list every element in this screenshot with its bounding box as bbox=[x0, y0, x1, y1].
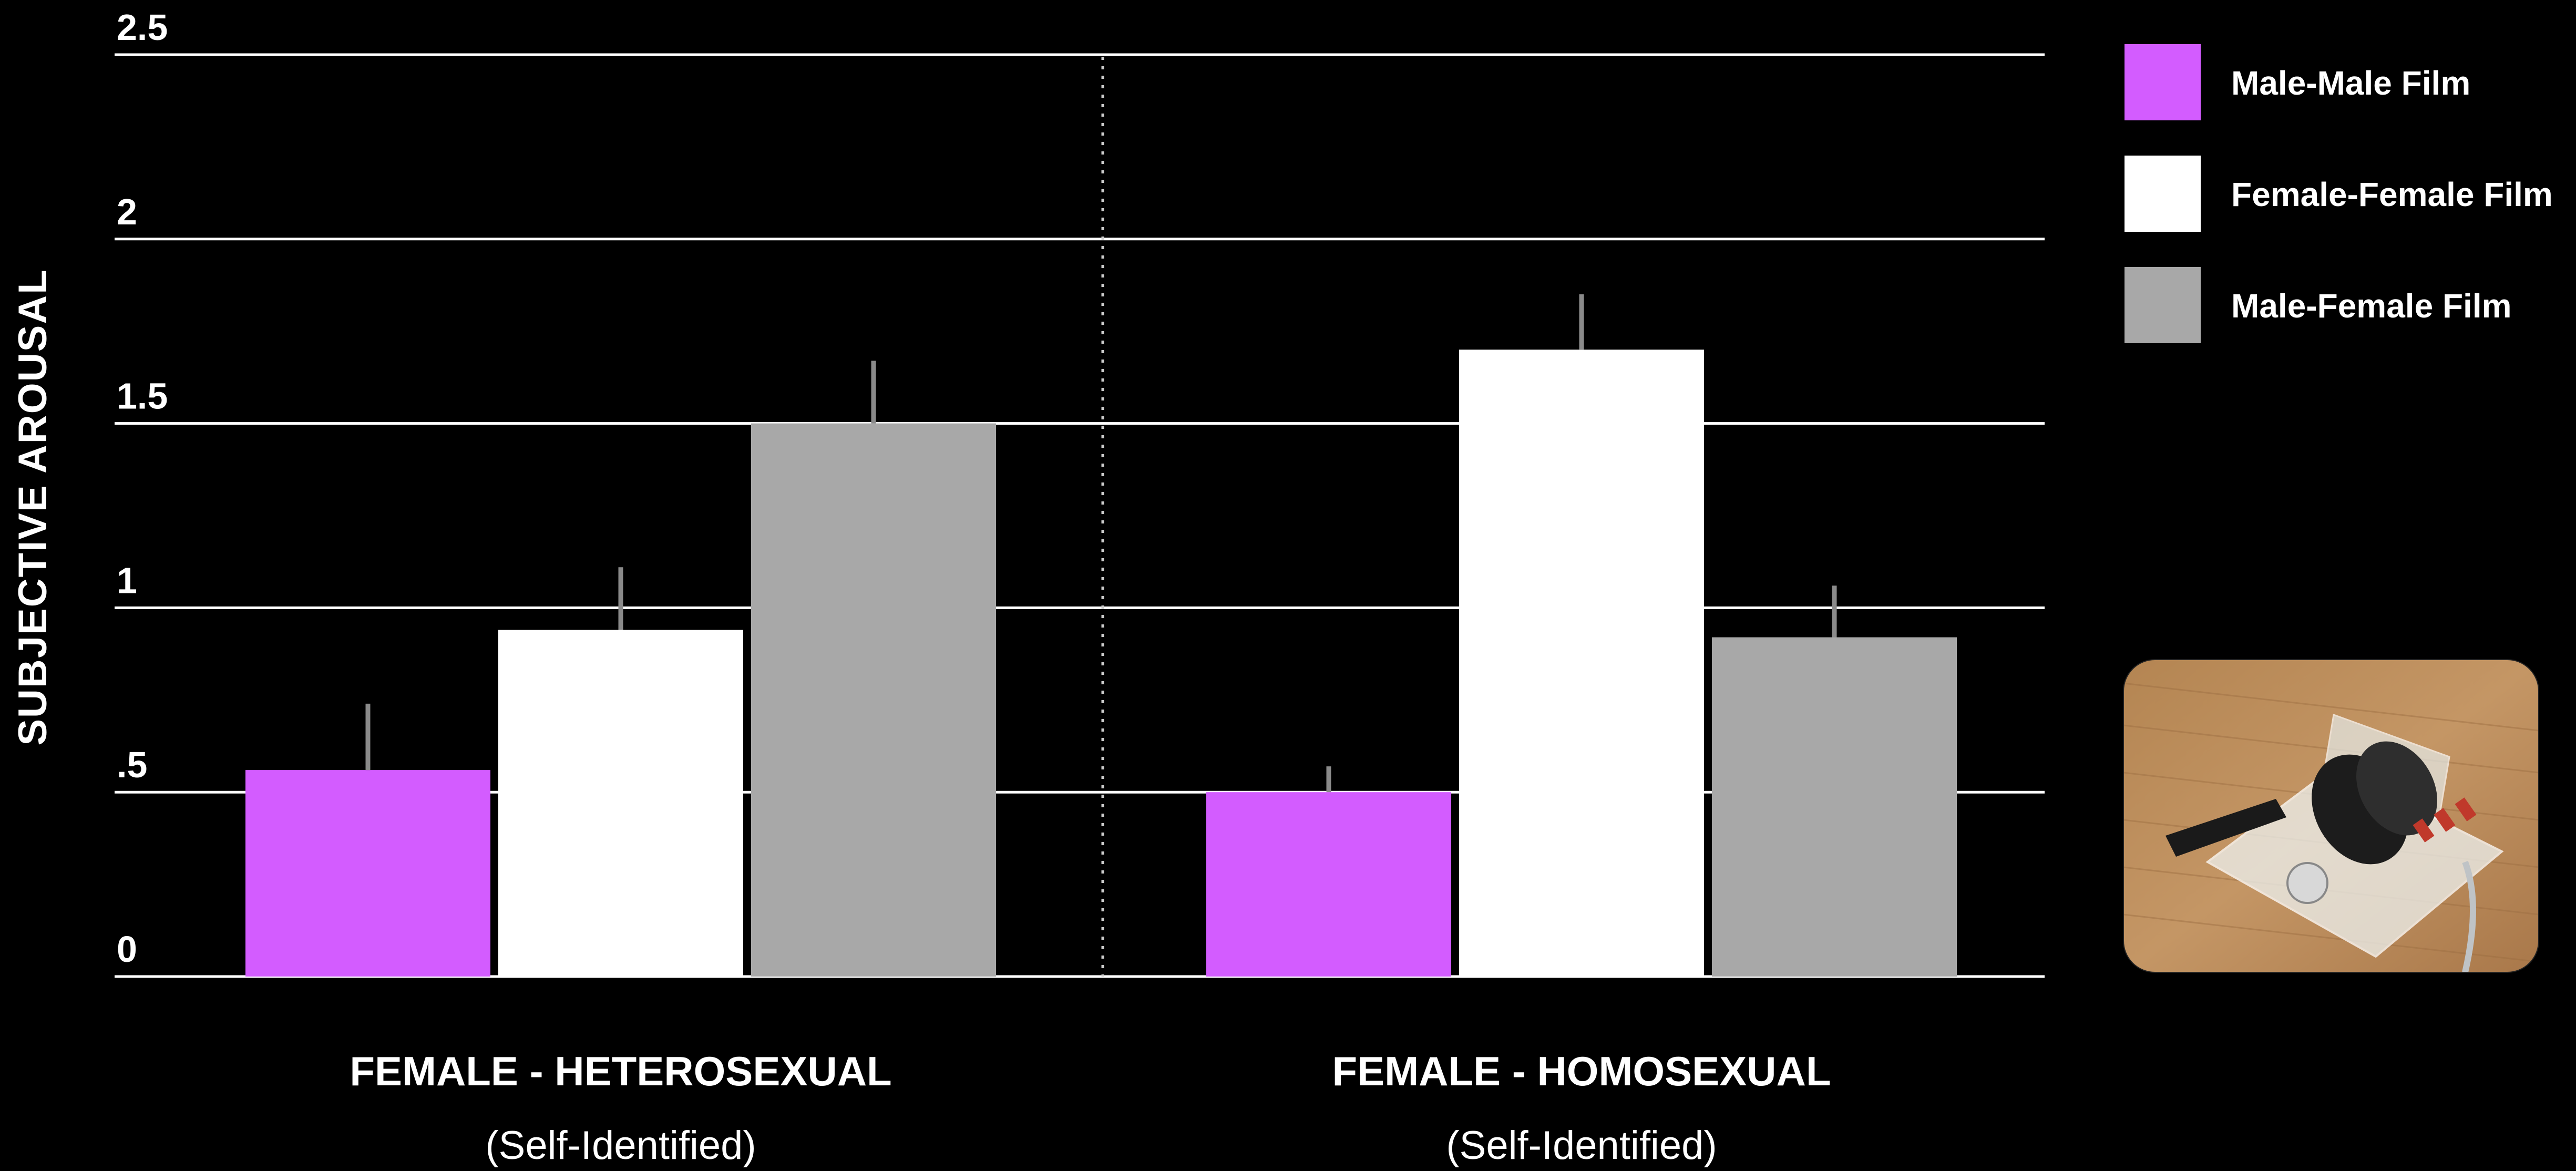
group-label: FEMALE - HETEROSEXUAL bbox=[350, 1048, 891, 1094]
y-tick-label: 1.5 bbox=[117, 376, 168, 417]
y-axis-label: SUBJECTIVE AROUSAL bbox=[11, 269, 55, 745]
y-tick-label: 2.5 bbox=[117, 7, 168, 48]
legend-label: Female-Female Film bbox=[2231, 176, 2553, 213]
y-tick-label: 2 bbox=[117, 191, 137, 232]
group-label: FEMALE - HOMOSEXUAL bbox=[1332, 1048, 1831, 1094]
bar bbox=[1712, 637, 1957, 977]
legend: Male-Male Film Female-Female Film Male-Fem… bbox=[2125, 44, 2553, 343]
y-tick-label: 0 bbox=[117, 929, 137, 970]
bar bbox=[245, 770, 490, 977]
group-labels: FEMALE - HETEROSEXUAL (Self-Identified) FE… bbox=[350, 1048, 1831, 1168]
legend-label: Male-Female Film bbox=[2231, 287, 2512, 325]
bar bbox=[1459, 350, 1704, 977]
y-tick-labels: 0 .5 1 1.5 2 2.5 bbox=[117, 7, 168, 970]
legend-swatch bbox=[2125, 267, 2201, 343]
legend-swatch bbox=[2125, 156, 2201, 232]
legend-swatch bbox=[2125, 44, 2201, 120]
bar bbox=[498, 630, 743, 977]
group-sublabel: (Self-Identified) bbox=[485, 1123, 756, 1168]
bars bbox=[245, 350, 1957, 977]
bar bbox=[1206, 792, 1451, 977]
plethysmograph-device-photo bbox=[2123, 659, 2539, 973]
group-sublabel: (Self-Identified) bbox=[1446, 1123, 1717, 1168]
y-tick-label: .5 bbox=[117, 744, 147, 785]
y-tick-label: 1 bbox=[117, 560, 137, 601]
bar bbox=[751, 423, 996, 977]
error-bars bbox=[365, 294, 1837, 793]
legend-label: Male-Male Film bbox=[2231, 64, 2470, 102]
